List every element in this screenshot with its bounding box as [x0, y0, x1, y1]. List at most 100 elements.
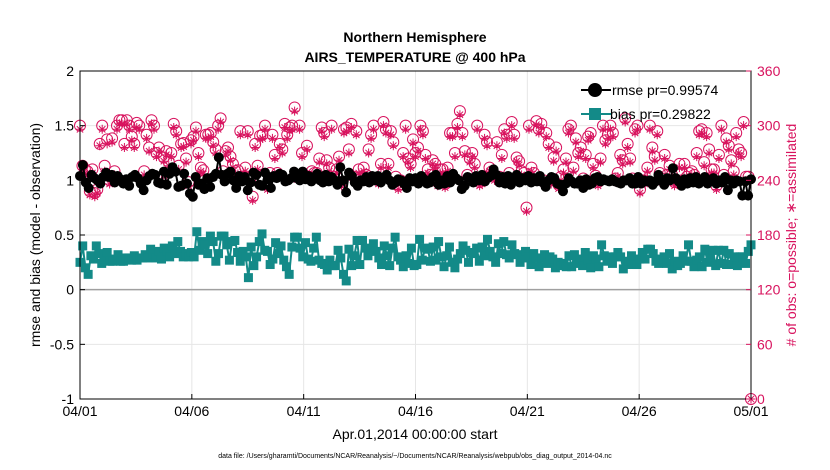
assimilated-obs-point — [739, 121, 749, 131]
assimilated-obs-point — [635, 188, 645, 198]
bias-point — [265, 260, 275, 270]
assimilated-obs-point — [492, 141, 502, 151]
assimilated-obs-point — [295, 124, 305, 134]
assimilated-obs-point — [418, 130, 428, 140]
assimilated-obs-point — [544, 143, 554, 153]
footnote-data-file: data file: /Users/gharamti/Documents/NCA… — [218, 453, 612, 460]
assimilated-obs-point — [255, 134, 265, 144]
assimilated-obs-point — [275, 143, 285, 153]
bias-point — [243, 273, 253, 283]
bias-point — [330, 261, 340, 271]
bias-point — [78, 241, 88, 251]
left-y-tick-label: 0.5 — [55, 227, 75, 243]
rmse-point — [182, 178, 193, 189]
bias-point — [569, 250, 579, 260]
plot-area — [74, 70, 757, 405]
rmse-point — [231, 182, 242, 193]
bias-point — [83, 269, 93, 279]
assimilated-obs-point — [129, 143, 139, 153]
bias-point — [349, 251, 359, 261]
rmse-point — [150, 169, 161, 180]
bias-point — [540, 250, 550, 260]
bias-point — [474, 256, 484, 266]
rmse-point — [161, 179, 172, 190]
bias-point — [708, 245, 718, 255]
rmse-point — [265, 182, 276, 193]
assimilated-obs-point — [366, 133, 376, 143]
assimilated-obs-point — [154, 146, 164, 156]
bias-point — [311, 232, 321, 242]
bias-point — [385, 261, 395, 271]
right-y-axis-label: # of obs: o=possible; ∗=assimilated — [783, 124, 799, 347]
assimilated-obs-point — [647, 146, 657, 156]
bias-point — [542, 258, 552, 268]
rmse-point — [257, 180, 268, 191]
bias-point — [355, 260, 365, 270]
left-y-tick-label: 2 — [66, 63, 74, 79]
bias-point — [716, 258, 726, 268]
bias-point — [659, 252, 669, 262]
bias-point — [325, 255, 335, 265]
bias-point — [624, 256, 634, 266]
right-y-tick-label: 120 — [757, 282, 781, 298]
bias-point — [648, 249, 658, 259]
assimilated-obs-point — [450, 152, 460, 162]
assimilated-obs-point — [151, 152, 161, 162]
bias-point — [205, 231, 215, 241]
assimilated-obs-point — [270, 153, 280, 163]
assimilated-obs-point — [112, 124, 122, 134]
assimilated-obs-point — [147, 119, 157, 129]
bias-point — [156, 254, 166, 264]
right-y-axis-ticks: 0 60 120 180 240 300 360 — [746, 63, 781, 407]
rmse-point — [219, 176, 230, 187]
bias-point — [738, 252, 748, 262]
assimilated-obs-point — [327, 124, 337, 134]
bias-point — [428, 242, 438, 252]
assimilated-obs-point — [566, 124, 576, 134]
bias-point — [271, 238, 281, 248]
bias-point — [496, 249, 506, 259]
assimilated-obs-point — [600, 139, 610, 149]
bias-point — [279, 255, 289, 265]
bias-point — [605, 252, 615, 262]
assimilated-obs-point — [563, 128, 573, 138]
assimilated-obs-point — [253, 164, 263, 174]
assimilated-obs-point — [191, 126, 201, 136]
bias-point — [504, 253, 514, 263]
bias-point — [300, 238, 310, 248]
bias-point — [143, 253, 153, 263]
assimilated-obs-point — [243, 130, 253, 140]
bias-point — [743, 246, 753, 256]
legend-bias-marker — [589, 108, 601, 120]
assimilated-obs-point — [650, 155, 660, 165]
bias-point — [249, 261, 259, 271]
assimilated-obs-point — [406, 163, 416, 173]
bias-point — [208, 237, 218, 247]
assimilated-obs-point — [714, 153, 724, 163]
assimilated-obs-point — [344, 148, 354, 158]
assimilated-obs-point — [568, 166, 578, 176]
bias-point — [224, 255, 234, 265]
rmse-point — [459, 180, 470, 191]
assimilated-obs-point — [188, 135, 198, 145]
assimilated-obs-point — [536, 122, 546, 132]
bias-point — [640, 254, 650, 264]
bias-point — [382, 251, 392, 261]
assimilated-obs-point — [334, 155, 344, 165]
bias-point — [170, 249, 180, 259]
bias-point — [469, 249, 479, 259]
assimilated-obs-point — [122, 119, 132, 129]
assimilated-obs-point — [731, 132, 741, 142]
bias-point — [518, 253, 528, 263]
assimilated-obs-point — [480, 133, 490, 143]
bias-point — [599, 251, 609, 261]
bias-point — [292, 232, 302, 242]
assimilated-obs-point — [317, 126, 327, 136]
assimilated-obs-point — [369, 124, 379, 134]
bias-point — [309, 243, 319, 253]
rmse-point — [245, 177, 256, 188]
bias-point — [387, 243, 397, 253]
bias-point — [681, 256, 691, 266]
bias-point — [700, 244, 710, 254]
